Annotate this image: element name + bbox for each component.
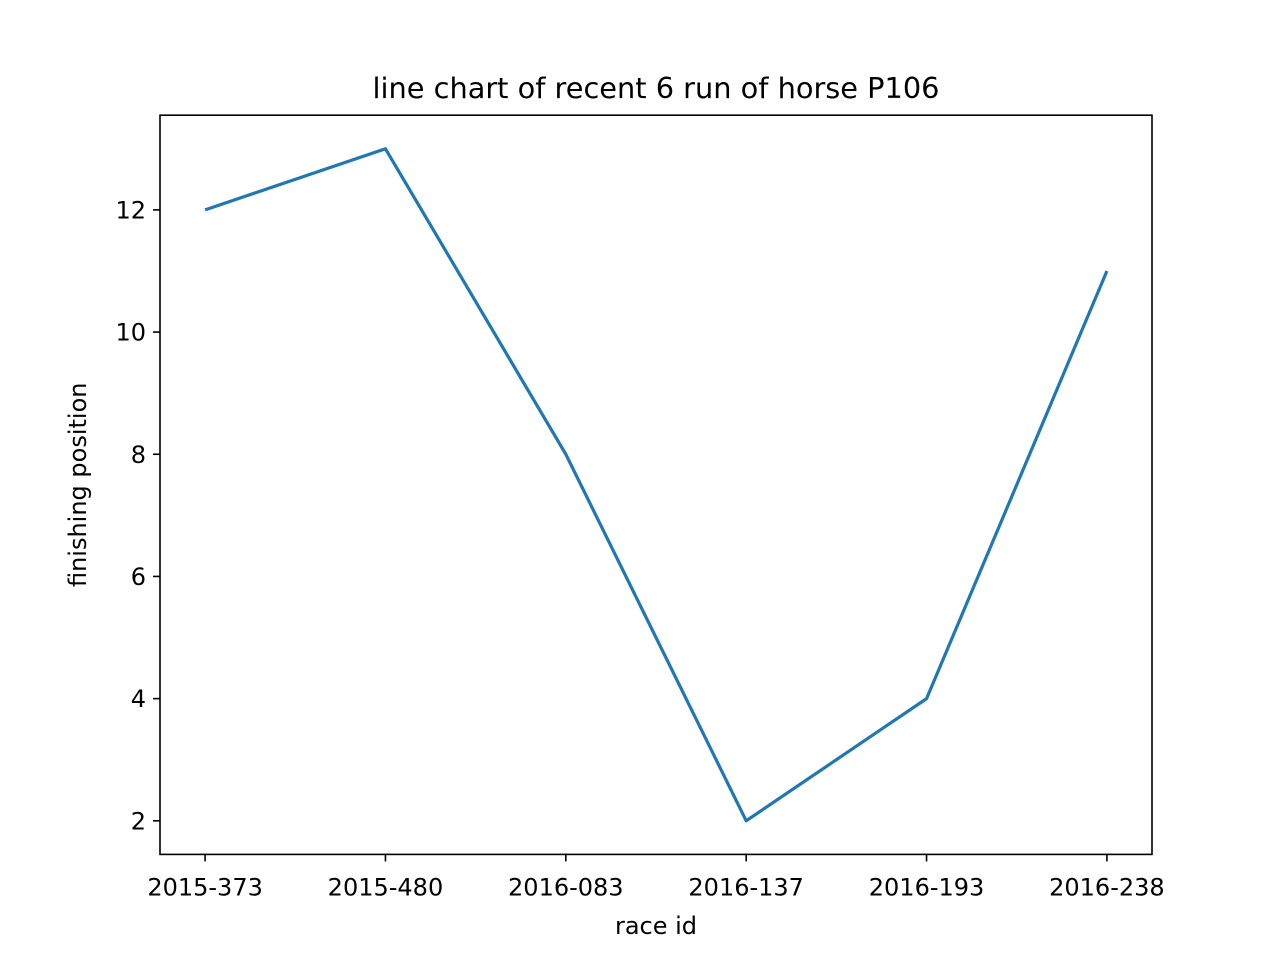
x-tick-label: 2016-193 bbox=[869, 873, 985, 901]
x-tick-label: 2016-137 bbox=[688, 873, 804, 901]
y-tick-label: 6 bbox=[131, 563, 146, 591]
axes-frame bbox=[159, 114, 1153, 856]
y-tick-label: 4 bbox=[131, 685, 146, 713]
x-tick-label: 2016-083 bbox=[508, 873, 624, 901]
chart-title: line chart of recent 6 run of horse P106 bbox=[372, 71, 939, 105]
y-tick-label: 2 bbox=[131, 807, 146, 835]
plot-area: 2015-373 2015-480 2016-083 2016-137 2016-193… bbox=[115, 147, 1165, 901]
x-tick-label: 2016-238 bbox=[1049, 873, 1165, 901]
series-line bbox=[204, 147, 1109, 823]
y-tick-label: 8 bbox=[131, 441, 146, 469]
y-tick-label: 12 bbox=[115, 196, 146, 224]
x-tick-label: 2015-480 bbox=[328, 873, 444, 901]
y-axis-label: finishing position bbox=[64, 383, 92, 588]
y-tick-label: 10 bbox=[115, 319, 146, 347]
x-axis-label: race id bbox=[615, 912, 697, 940]
x-tick-label: 2015-373 bbox=[147, 873, 263, 901]
